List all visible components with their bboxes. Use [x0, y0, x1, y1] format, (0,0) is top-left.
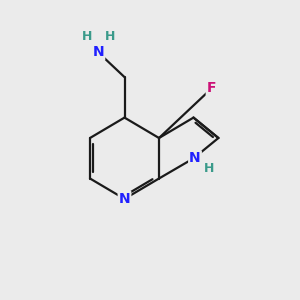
Text: N: N — [189, 152, 201, 165]
Text: H: H — [105, 30, 115, 44]
Text: H: H — [82, 30, 92, 44]
Text: H: H — [204, 162, 214, 176]
Text: N: N — [93, 46, 104, 59]
Text: N: N — [119, 192, 130, 206]
Text: F: F — [207, 82, 216, 95]
